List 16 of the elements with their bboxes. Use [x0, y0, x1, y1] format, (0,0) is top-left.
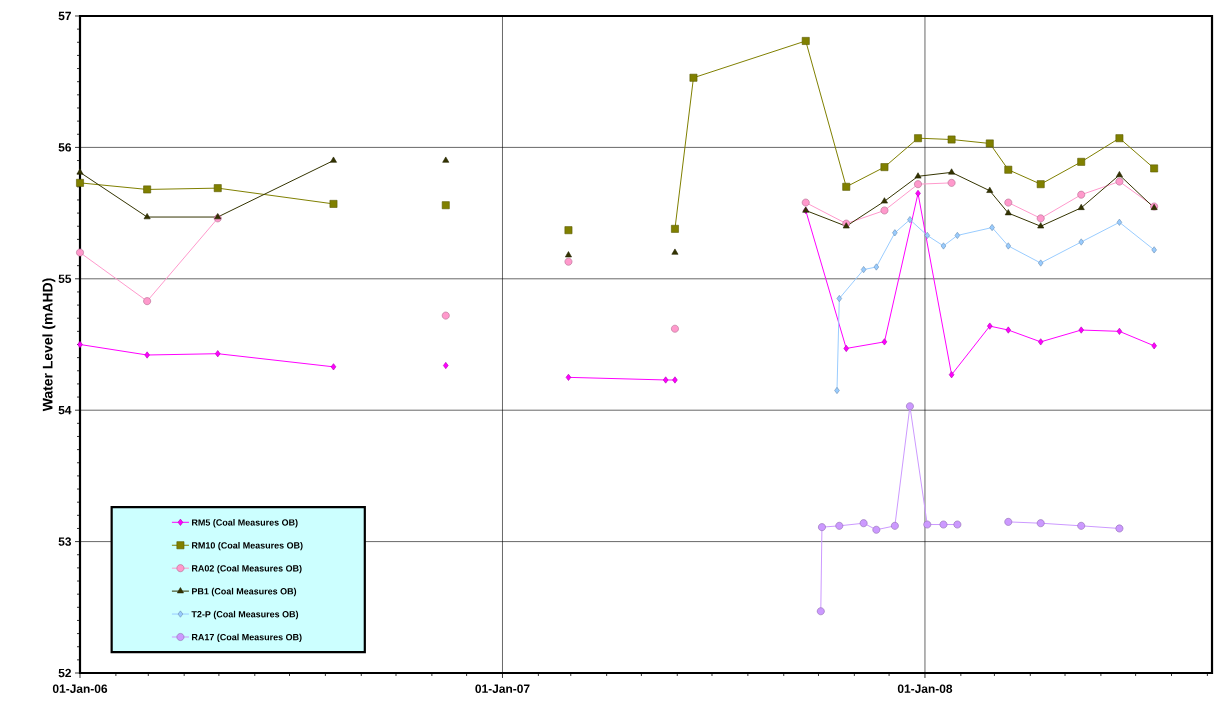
legend-label: PB1 (Coal Measures OB): [192, 587, 297, 597]
legend-label: RM5 (Coal Measures OB): [192, 519, 298, 528]
legend-label: RA02 (Coal Measures OB): [192, 564, 302, 574]
x-tick-label: 01-Jan-06: [52, 684, 108, 693]
legend-label: RA17 (Coal Measures OB): [192, 633, 302, 643]
legend-label: T2-P (Coal Measures OB): [191, 610, 299, 620]
y-tick-label: 52: [58, 668, 72, 678]
y-tick-label: 54: [58, 406, 72, 415]
legend-label: RM10 (Coal Measures OB): [192, 542, 303, 551]
x-tick-label: 01-Jan-07: [475, 684, 530, 693]
y-tick-label: 53: [58, 537, 72, 546]
y-tick-label: 56: [58, 143, 72, 152]
y-tick-label: 55: [58, 274, 72, 283]
y-tick-label: 57: [58, 11, 71, 21]
x-tick-label: 01-Jan-08: [897, 684, 953, 693]
y-axis-title: Water Level (mAHD): [42, 278, 56, 412]
